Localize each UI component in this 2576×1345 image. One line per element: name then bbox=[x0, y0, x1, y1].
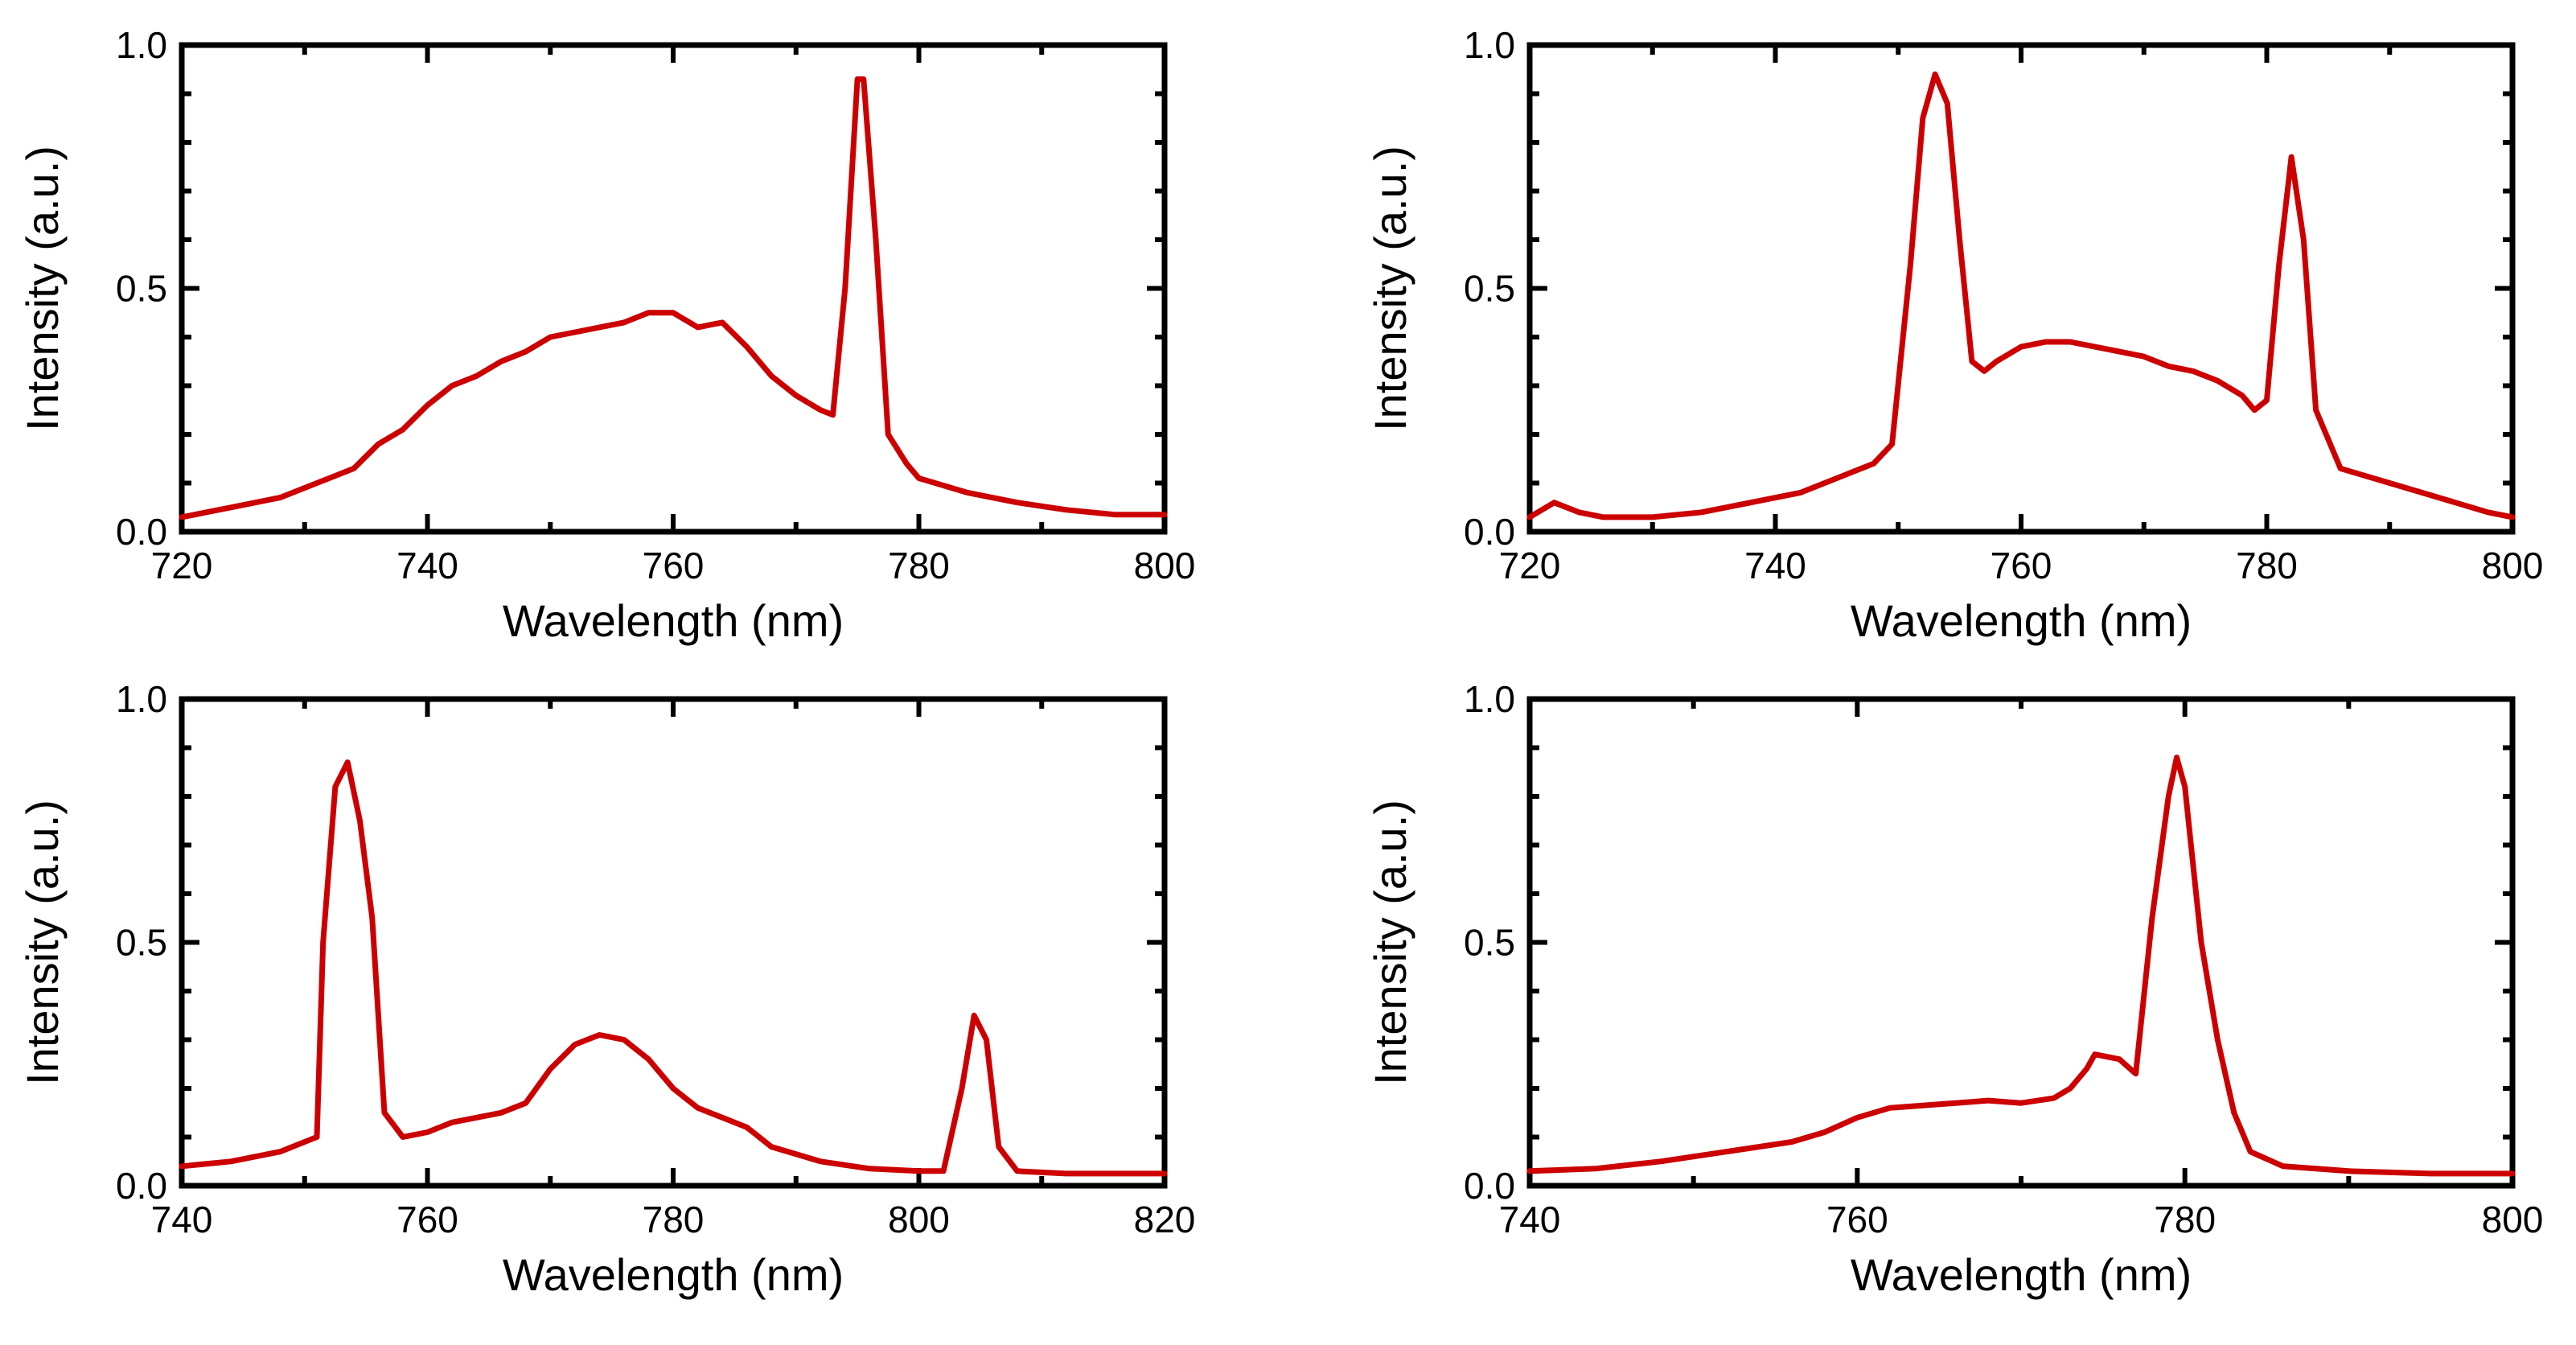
y-tick-label: 0.0 bbox=[116, 1165, 167, 1207]
y-tick-label: 0.5 bbox=[1464, 922, 1515, 964]
x-tick-label: 780 bbox=[2154, 1199, 2216, 1240]
x-tick-label: 740 bbox=[151, 1199, 213, 1240]
chart-panel-top-left: 720 740 760 780 800 0.0 0.5 1.0 Wavelength (nm) I… bbox=[17, 24, 1195, 646]
series-line-spectrum bbox=[179, 76, 1168, 520]
x-axis-title: Wavelength (nm) bbox=[1851, 1249, 2192, 1300]
plot-frame bbox=[1526, 42, 2516, 535]
x-tick-label: 800 bbox=[2482, 1199, 2544, 1240]
x-tick-label: 780 bbox=[2236, 545, 2298, 586]
x-tick-label: 760 bbox=[1991, 545, 2052, 586]
x-axis-title: Wavelength (nm) bbox=[503, 595, 844, 646]
x-tick-label: 780 bbox=[888, 545, 950, 586]
x-tick-label: 760 bbox=[1826, 1199, 1888, 1240]
y-axis-title: Intensity (a.u.) bbox=[1365, 800, 1415, 1085]
y-tick-label: 0.0 bbox=[116, 511, 167, 553]
series-line-spectrum bbox=[1526, 71, 2516, 520]
plot-frame bbox=[1526, 696, 2516, 1189]
x-tick-label: 800 bbox=[2482, 545, 2544, 586]
x-tick-label: 740 bbox=[396, 545, 458, 586]
series-line-spectrum bbox=[1526, 755, 2516, 1177]
x-tick-label: 780 bbox=[643, 1199, 705, 1240]
x-tick-label: 740 bbox=[1744, 545, 1806, 586]
x-tick-label: 740 bbox=[1499, 1199, 1561, 1240]
y-tick-label: 0.0 bbox=[1464, 511, 1515, 553]
y-tick-label: 0.5 bbox=[1464, 268, 1515, 310]
y-tick-label: 1.0 bbox=[116, 678, 167, 720]
y-tick-label: 1.0 bbox=[116, 24, 167, 66]
x-tick-label: 760 bbox=[643, 545, 705, 586]
y-tick-label: 0.5 bbox=[116, 268, 167, 310]
chart-panel-bottom-right: 740 760 780 800 0.0 0.5 1.0 Wavelength (nm) Inte… bbox=[1365, 678, 2543, 1300]
x-tick-label: 760 bbox=[396, 1199, 458, 1240]
y-tick-label: 0.0 bbox=[1464, 1165, 1515, 1207]
x-tick-label: 720 bbox=[1499, 545, 1561, 586]
plot-frame bbox=[179, 696, 1168, 1189]
y-axis-title: Intensity (a.u.) bbox=[17, 800, 68, 1085]
y-axis-title: Intensity (a.u.) bbox=[17, 146, 68, 431]
x-axis-title: Wavelength (nm) bbox=[1851, 595, 2192, 646]
y-tick-label: 0.5 bbox=[116, 922, 167, 964]
chart-panel-top-right: 720 740 760 780 800 0.0 0.5 1.0 Wavelength (nm) I… bbox=[1365, 24, 2543, 646]
series-line-spectrum bbox=[179, 759, 1168, 1177]
y-tick-label: 1.0 bbox=[1464, 678, 1515, 720]
x-tick-label: 820 bbox=[1134, 1199, 1196, 1240]
x-axis-title: Wavelength (nm) bbox=[503, 1249, 844, 1300]
x-tick-label: 800 bbox=[1134, 545, 1196, 586]
x-tick-label: 720 bbox=[151, 545, 213, 586]
y-axis-title: Intensity (a.u.) bbox=[1365, 146, 1415, 431]
x-tick-label: 800 bbox=[888, 1199, 950, 1240]
y-tick-label: 1.0 bbox=[1464, 24, 1515, 66]
plot-frame bbox=[179, 42, 1168, 535]
chart-panel-bottom-left: 740 760 780 800 820 0.0 0.5 1.0 Wavelength (nm) I… bbox=[17, 678, 1195, 1300]
